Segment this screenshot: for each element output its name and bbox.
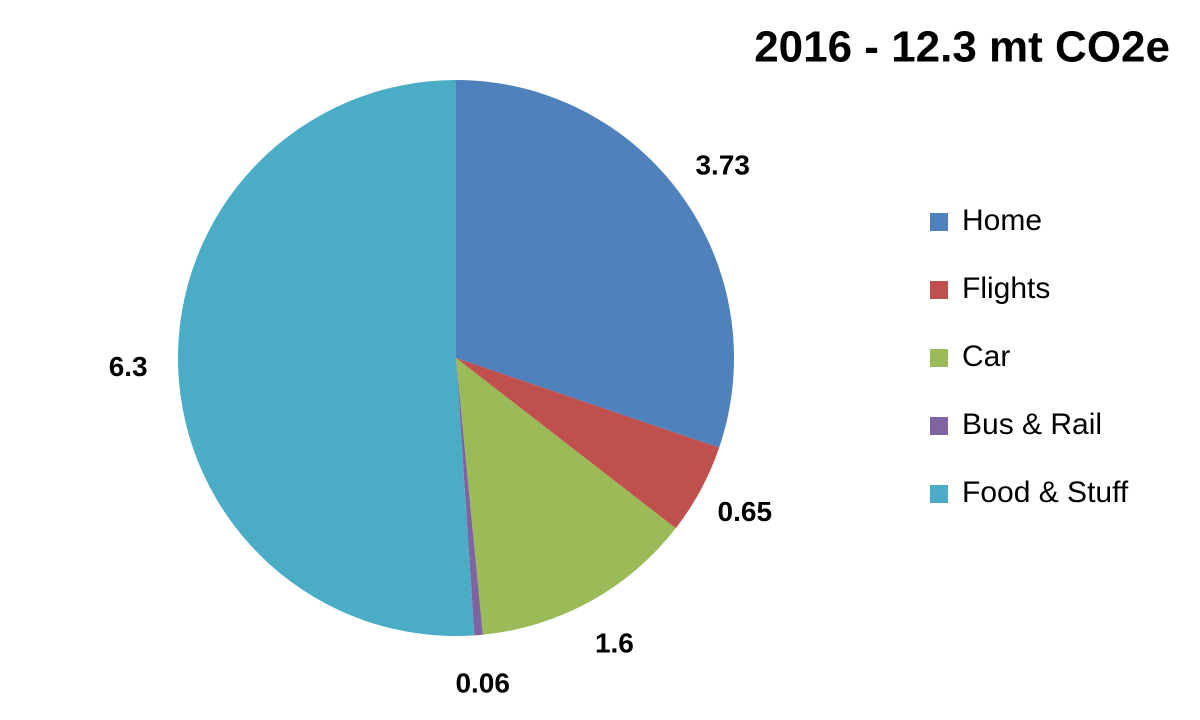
pie-slice <box>456 358 483 636</box>
data-label: 6.3 <box>109 351 148 382</box>
legend-swatch <box>930 281 948 299</box>
legend-label: Food & Stuff <box>962 476 1129 509</box>
data-label: 1.6 <box>595 628 634 659</box>
legend-label: Home <box>962 204 1042 237</box>
legend-label: Flights <box>962 272 1050 305</box>
legend-label: Bus & Rail <box>962 408 1102 441</box>
pie-slice <box>178 80 475 636</box>
data-label: 0.65 <box>718 496 773 527</box>
pie-slice <box>456 358 676 635</box>
data-label: 0.06 <box>455 667 510 698</box>
pie-slice <box>456 358 720 529</box>
legend-swatch <box>930 349 948 367</box>
legend-swatch <box>930 485 948 503</box>
legend-label: Car <box>962 340 1010 373</box>
data-label: 3.73 <box>695 149 750 180</box>
legend-swatch <box>930 213 948 231</box>
legend-swatch <box>930 417 948 435</box>
chart-title: 2016 - 12.3 mt CO2e <box>754 23 1170 72</box>
pie-slice <box>456 80 734 448</box>
